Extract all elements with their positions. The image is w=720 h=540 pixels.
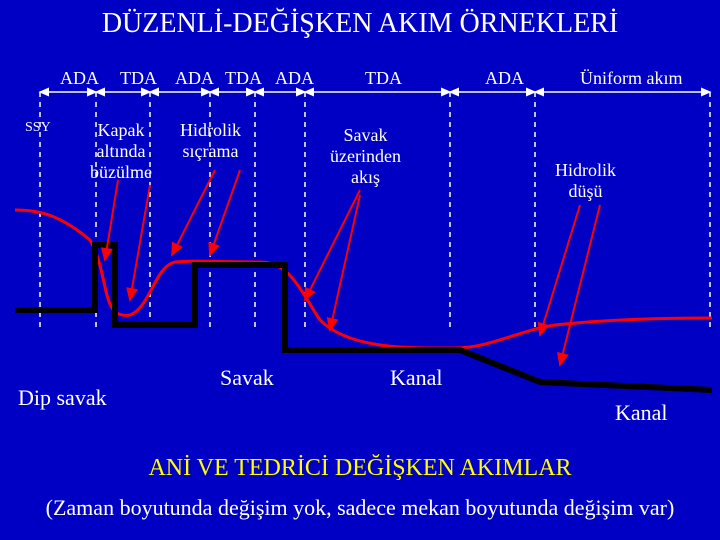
tda-label-1: TDA — [120, 68, 157, 89]
kapak-label: Kapakaltındabüzülme — [90, 120, 152, 183]
hidrolik-dusu-label: Hidrolikdüşü — [555, 160, 616, 202]
ada-label-3: ADA — [275, 68, 314, 89]
ada-label-2: ADA — [175, 68, 214, 89]
kanal-label-2: Kanal — [615, 400, 668, 426]
slide-note: (Zaman boyutunda değişim yok, sadece mek… — [0, 495, 720, 521]
uniform-flow-label: Üniform akım — [580, 68, 682, 89]
slide-root: DÜZENLİ-DEĞİŞKEN AKIM ÖRNEKLERİ ADA TDA … — [0, 0, 720, 540]
channel-structure-line — [15, 245, 712, 390]
savak-uzerinden-label: Savaküzerindenakış — [330, 125, 401, 188]
ssy-label: SSY — [25, 120, 51, 136]
ada-label-1: ADA — [60, 68, 99, 89]
tda-label-3: TDA — [365, 68, 402, 89]
kanal-label-1: Kanal — [390, 365, 443, 391]
hidrolik-sicrama-label: Hidroliksıçrama — [180, 120, 241, 162]
tda-label-2: TDA — [225, 68, 262, 89]
dip-savak-label: Dip savak — [18, 385, 107, 411]
ada-label-4: ADA — [485, 68, 524, 89]
slide-subtitle: ANİ VE TEDRİCİ DEĞİŞKEN AKIMLAR — [0, 455, 720, 482]
savak-label: Savak — [220, 365, 274, 391]
